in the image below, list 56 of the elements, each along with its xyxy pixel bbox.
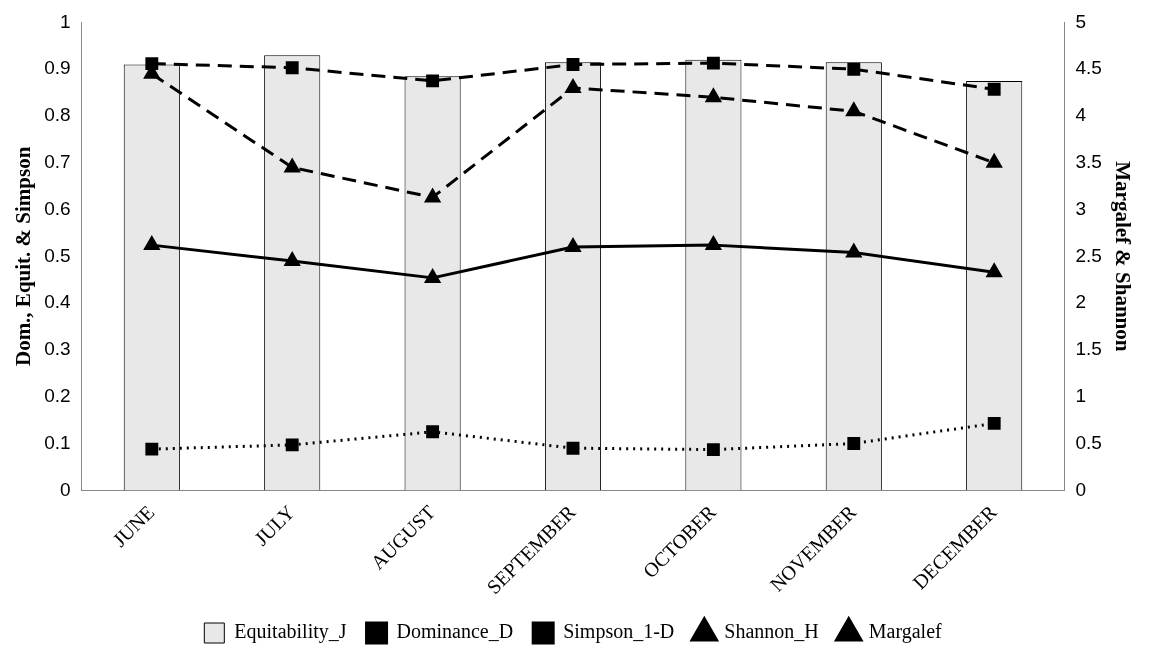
y2-tick-label: 4.5 xyxy=(1075,57,1102,79)
legend-label: Simpson_1-D xyxy=(563,620,675,644)
point xyxy=(987,416,1001,430)
y2-tick-label: 1 xyxy=(1075,384,1086,406)
point xyxy=(847,62,861,76)
legend-label: Equitability_J xyxy=(234,620,347,644)
y-tick-label: 0.7 xyxy=(44,151,71,173)
point xyxy=(426,425,440,439)
point xyxy=(705,236,721,251)
point xyxy=(986,263,1002,278)
legend-label: Dominance_D xyxy=(396,620,514,643)
y2-tick-label: 2.5 xyxy=(1075,244,1102,266)
y2-tick-label: 2 xyxy=(1075,291,1086,313)
y2-tick-label: 5 xyxy=(1075,10,1086,32)
point xyxy=(426,74,440,88)
y-tick-label: 0.4 xyxy=(44,291,72,313)
y-tick-label: 0.5 xyxy=(44,244,71,266)
point xyxy=(565,79,581,93)
point xyxy=(145,57,159,71)
y-tick-label: 0.9 xyxy=(44,57,71,79)
y-tick-label: 0 xyxy=(60,478,71,500)
point xyxy=(284,158,300,173)
y2-tick-label: 0 xyxy=(1075,478,1086,500)
point xyxy=(987,82,1001,96)
y2-axis-title: Margalef & Shannon xyxy=(1110,161,1135,352)
y-tick-label: 0.3 xyxy=(44,338,71,360)
point xyxy=(706,56,720,70)
y2-tick-label: 4 xyxy=(1075,104,1087,126)
point xyxy=(145,442,159,456)
point xyxy=(846,102,862,117)
y2-tick-label: 0.5 xyxy=(1075,431,1102,453)
point xyxy=(846,244,862,258)
y-axis-title: Dom., Equit. & Simpson xyxy=(11,146,36,367)
point xyxy=(285,61,299,75)
point xyxy=(566,441,580,455)
y-tick-label: 1 xyxy=(60,10,71,32)
point xyxy=(847,437,861,450)
point xyxy=(285,438,299,452)
point xyxy=(425,188,441,203)
point xyxy=(565,238,581,252)
point xyxy=(566,58,580,71)
y2-tick-label: 3.5 xyxy=(1075,151,1102,173)
point xyxy=(706,443,720,457)
point xyxy=(705,88,721,103)
y-tick-label: 0.6 xyxy=(44,197,71,219)
y2-tick-label: 3 xyxy=(1075,197,1086,219)
y2-tick-label: 1.5 xyxy=(1075,338,1102,360)
legend-label: Margalef xyxy=(868,620,943,644)
y-tick-label: 0.1 xyxy=(44,431,71,453)
y-tick-label: 0.8 xyxy=(44,104,71,126)
point xyxy=(986,154,1002,168)
legend-label: Shannon_H xyxy=(724,620,819,643)
point xyxy=(144,236,160,251)
point xyxy=(284,252,300,267)
y-tick-label: 0.2 xyxy=(44,384,71,406)
point xyxy=(425,269,441,283)
